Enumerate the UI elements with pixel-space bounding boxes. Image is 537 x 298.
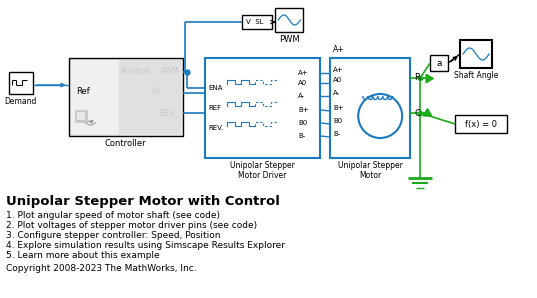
Bar: [330, 58, 410, 158]
Bar: [69, 58, 184, 136]
Bar: [430, 55, 448, 71]
Text: Unipolar Stepper: Unipolar Stepper: [338, 162, 403, 170]
Bar: [455, 115, 507, 133]
Text: V  SL: V SL: [246, 19, 264, 25]
Text: ENA: ENA: [208, 85, 223, 91]
Text: A0: A0: [333, 77, 343, 83]
Text: A-: A-: [333, 90, 340, 96]
Text: 3. Configure stepper controller: Speed, Position: 3. Configure stepper controller: Speed, …: [6, 231, 220, 240]
Text: a: a: [437, 58, 442, 68]
Text: R: R: [414, 74, 420, 83]
Text: PWM: PWM: [279, 35, 300, 44]
Bar: [9, 72, 33, 94]
Text: Demand: Demand: [4, 97, 37, 105]
Text: A-: A-: [299, 93, 306, 99]
Text: A+: A+: [299, 70, 309, 76]
Text: B-: B-: [299, 133, 306, 139]
Text: Shaft Angle: Shaft Angle: [454, 71, 498, 80]
Text: Motor: Motor: [359, 170, 381, 179]
Text: REF: REF: [208, 105, 222, 111]
Bar: [75, 110, 86, 122]
Text: Position: Position: [120, 68, 151, 77]
Text: f(x) = 0: f(x) = 0: [465, 119, 497, 128]
Text: Unipolar Stepper: Unipolar Stepper: [230, 162, 295, 170]
Text: B-: B-: [333, 131, 340, 137]
Text: Controller: Controller: [105, 139, 147, 148]
Text: A+: A+: [333, 46, 345, 55]
Text: 5. Learn more about this example: 5. Learn more about this example: [6, 251, 159, 260]
Bar: [77, 112, 85, 120]
Text: B+: B+: [299, 107, 309, 113]
Bar: [460, 40, 492, 68]
Text: A0: A0: [299, 80, 308, 86]
Circle shape: [358, 94, 402, 138]
Bar: [119, 60, 182, 134]
Text: Unipolar Stepper Motor with Control: Unipolar Stepper Motor with Control: [6, 195, 280, 208]
Bar: [70, 60, 182, 134]
Text: 1. Plot angular speed of motor shaft (see code): 1. Plot angular speed of motor shaft (se…: [6, 211, 220, 220]
Text: Copyright 2008-2023 The MathWorks, Inc.: Copyright 2008-2023 The MathWorks, Inc.: [6, 264, 197, 273]
Text: B0: B0: [333, 118, 343, 124]
Text: REV.: REV.: [208, 125, 224, 131]
Text: REV: REV: [159, 108, 175, 117]
Bar: [206, 58, 320, 158]
Text: C: C: [414, 108, 420, 117]
Text: 0v: 0v: [151, 86, 161, 95]
Text: B0: B0: [299, 120, 308, 126]
Bar: [242, 15, 272, 29]
Text: Motor Driver: Motor Driver: [238, 170, 287, 179]
Text: PWM: PWM: [161, 68, 179, 77]
Text: 2. Plot voltages of stepper motor driver pins (see code): 2. Plot voltages of stepper motor driver…: [6, 221, 257, 230]
Text: B+: B+: [333, 105, 344, 111]
Text: A+: A+: [333, 67, 344, 73]
Text: Ref: Ref: [77, 86, 90, 95]
Text: 4. Explore simulation results using Simscape Results Explorer: 4. Explore simulation results using Sims…: [6, 241, 285, 250]
Bar: [275, 8, 303, 32]
